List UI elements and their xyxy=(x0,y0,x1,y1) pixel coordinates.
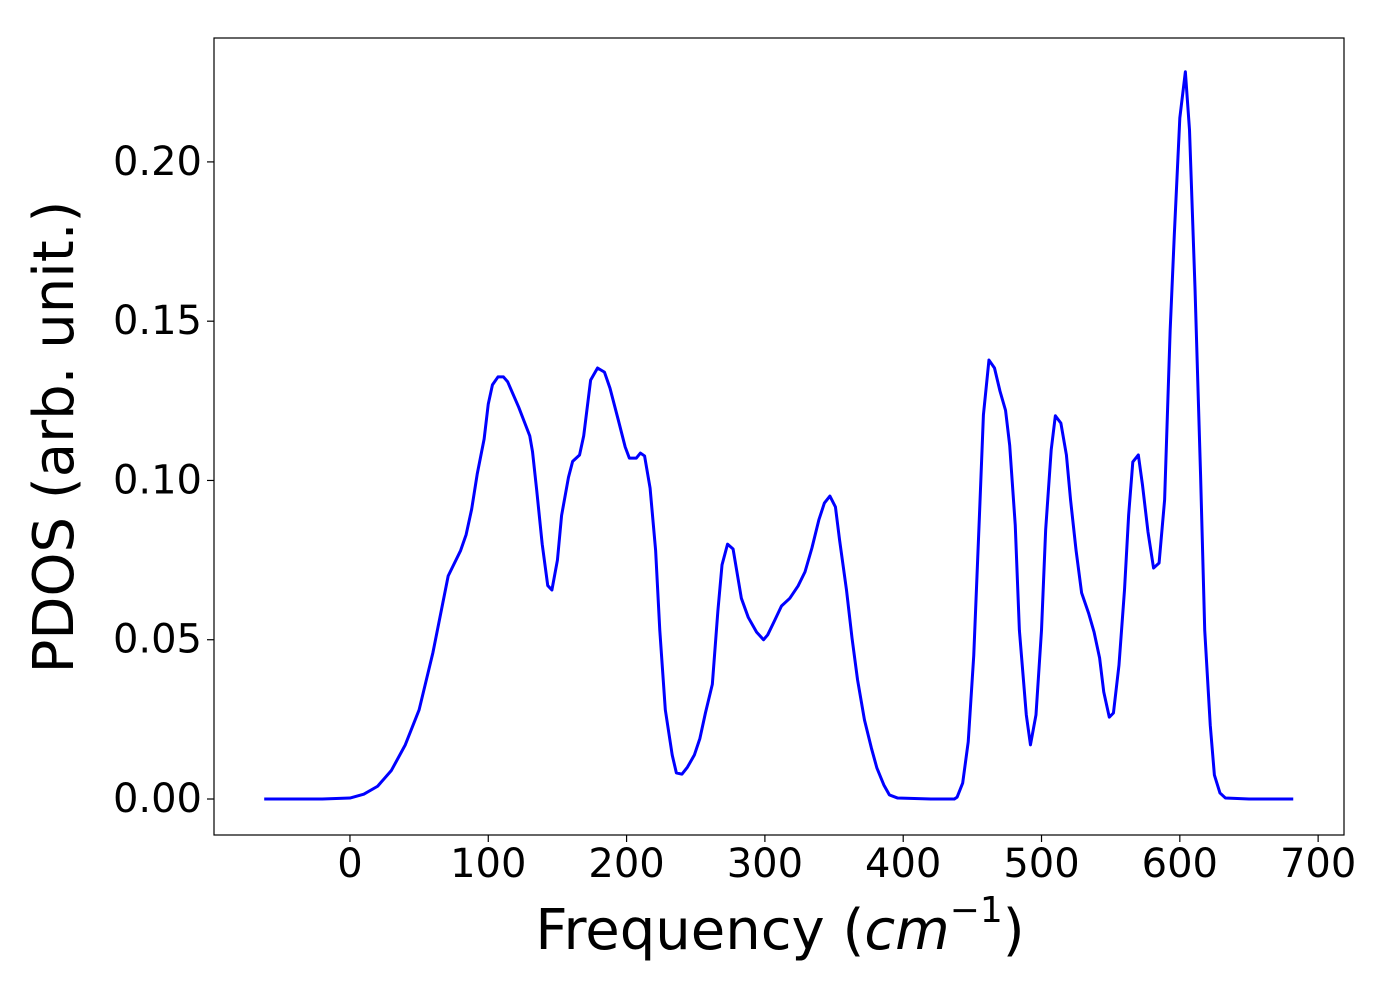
x-label-close: ) xyxy=(1003,898,1025,963)
x-tick-label: 700 xyxy=(1280,841,1356,887)
y-tick-label: 0.15 xyxy=(113,298,202,344)
data-line xyxy=(264,70,1294,801)
y-axis-label: PDOS (arb. unit.) xyxy=(22,201,87,674)
y-tick-label: 0.10 xyxy=(113,457,202,503)
x-tick-label: 0 xyxy=(337,841,362,887)
x-tick-label: 200 xyxy=(588,841,664,887)
x-label-exponent: −1 xyxy=(950,890,1003,931)
x-tick-label: 500 xyxy=(1003,841,1079,887)
x-tick-label: 100 xyxy=(450,841,526,887)
x-tick-label: 600 xyxy=(1142,841,1218,887)
y-tick-label: 0.05 xyxy=(113,617,202,663)
y-tick-label: 0.00 xyxy=(113,776,202,822)
x-label-text: Frequency ( xyxy=(535,898,864,963)
x-axis-label: Frequency (cm−1) xyxy=(535,890,1024,963)
x-tick-label: 400 xyxy=(865,841,941,887)
plot-frame xyxy=(213,37,1345,836)
x-label-unit: cm xyxy=(864,898,949,963)
x-tick-label: 300 xyxy=(727,841,803,887)
y-tick-label: 0.20 xyxy=(113,139,202,185)
